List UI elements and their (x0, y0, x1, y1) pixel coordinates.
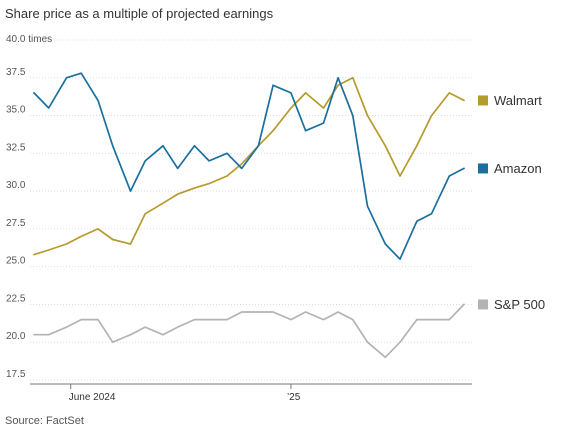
y-tick-label: 20.0 (6, 331, 26, 342)
y-tick-label: 30.0 (6, 180, 26, 191)
y-tick-label: 35.0 (6, 105, 26, 116)
y-axis-ticks: 37.5 35.0 32.5 30.0 27.5 25.0 22.5 20.0 17.5 (6, 67, 26, 380)
x-tick-label: ’25 (287, 392, 301, 403)
series-lines (33, 72, 465, 359)
y-tick-label: 17.5 (6, 369, 26, 380)
y-tick-label: 22.5 (6, 293, 26, 304)
y-unit-label: 40.0 times (6, 34, 52, 45)
legend-swatch-walmart (478, 95, 488, 106)
y-tick-label: 25.0 (6, 256, 26, 267)
y-tick-label: 37.5 (6, 67, 26, 78)
legend-swatch-s-p-500 (478, 299, 488, 310)
legend-label-walmart: Walmart (494, 93, 542, 108)
legend-label-amazon: Amazon (494, 161, 542, 176)
series-line-amazon (33, 72, 465, 260)
y-tick-label: 32.5 (6, 142, 26, 153)
x-axis: June 2024 ’25 (30, 383, 472, 403)
legend-label-s-p-500: S&P 500 (494, 297, 545, 312)
x-tick-label: June 2024 (69, 392, 116, 403)
legend: Walmart Amazon S&P 500 (478, 93, 545, 312)
grid-lines (30, 39, 472, 381)
series-line-s-p-500 (33, 303, 465, 359)
chart-title: Share price as a multiple of projected e… (5, 6, 274, 21)
series-line-walmart (33, 76, 465, 256)
legend-swatch-amazon (478, 163, 488, 174)
y-tick-label: 27.5 (6, 218, 26, 229)
chart-source: Source: FactSet (5, 415, 84, 427)
